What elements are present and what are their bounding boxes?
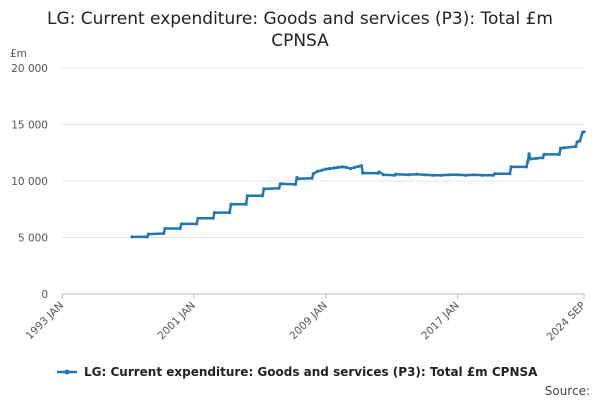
data-point[interactable] <box>439 173 443 177</box>
data-point[interactable] <box>359 164 364 168</box>
data-point[interactable] <box>472 173 476 177</box>
series-group <box>130 130 586 239</box>
data-point[interactable] <box>145 235 149 239</box>
chart-title-line-2: CPNSA <box>271 31 329 51</box>
data-point[interactable] <box>381 173 385 177</box>
data-point[interactable] <box>423 173 427 177</box>
data-point[interactable] <box>541 156 545 160</box>
data-point[interactable] <box>245 194 249 198</box>
x-axis-ticks: 1993 JAN 2001 JAN 2009 JAN 2017 JAN 2024 SEP <box>24 294 588 343</box>
data-point[interactable] <box>344 165 348 169</box>
data-point[interactable] <box>524 165 528 169</box>
data-point[interactable] <box>229 202 233 206</box>
data-point[interactable] <box>320 168 324 172</box>
chart-title-line-1: LG: Current expenditure: Goods and servi… <box>47 9 553 29</box>
data-point[interactable] <box>178 226 182 231</box>
data-point[interactable] <box>332 166 336 170</box>
y-axis-unit-label: £m <box>10 48 27 60</box>
data-point[interactable] <box>509 165 513 169</box>
data-point[interactable] <box>578 139 582 143</box>
data-point[interactable] <box>582 130 586 134</box>
data-point[interactable] <box>324 167 328 171</box>
data-point[interactable] <box>353 165 357 169</box>
legend-series-label: LG: Current expenditure: Goods and servi… <box>84 365 538 379</box>
data-point[interactable] <box>361 171 365 175</box>
data-point[interactable] <box>447 173 451 177</box>
data-point[interactable] <box>162 231 166 236</box>
data-point[interactable] <box>493 172 497 176</box>
data-point[interactable] <box>480 173 484 177</box>
data-point[interactable] <box>394 172 398 176</box>
x-tick-label: 2024 SEP <box>544 300 588 344</box>
data-point[interactable] <box>277 186 281 190</box>
data-point[interactable] <box>340 165 344 169</box>
legend-swatch-marker <box>64 369 70 375</box>
data-point[interactable] <box>357 164 361 168</box>
data-point[interactable] <box>311 172 315 176</box>
data-point[interactable] <box>163 226 167 231</box>
data-point[interactable] <box>262 187 266 191</box>
data-point[interactable] <box>195 222 199 226</box>
data-point[interactable] <box>574 144 578 149</box>
y-tick-label: 20 000 <box>11 63 48 75</box>
data-point[interactable] <box>528 157 533 161</box>
data-point[interactable] <box>179 222 184 226</box>
x-tick-label: 2017 JAN <box>419 300 461 342</box>
y-axis-ticks: 0 5 000 10 000 15 000 20 000 <box>11 63 48 301</box>
data-point[interactable] <box>196 216 200 220</box>
legend[interactable]: LG: Current expenditure: Goods and servi… <box>57 365 538 379</box>
data-point[interactable] <box>212 211 217 215</box>
data-point[interactable] <box>534 156 538 160</box>
y-tick-label: 15 000 <box>11 120 48 132</box>
data-point[interactable] <box>278 182 282 186</box>
data-point[interactable] <box>336 165 340 169</box>
data-point[interactable] <box>406 173 410 177</box>
y-tick-label: 0 <box>41 289 48 301</box>
data-point[interactable] <box>244 202 248 206</box>
data-point[interactable] <box>130 235 134 239</box>
data-point[interactable] <box>563 146 567 150</box>
data-point[interactable] <box>464 173 468 177</box>
data-point[interactable] <box>527 152 531 156</box>
data-point[interactable] <box>414 172 418 176</box>
data-point[interactable] <box>293 182 298 186</box>
data-point[interactable] <box>559 146 563 150</box>
data-point[interactable] <box>146 232 151 236</box>
data-point[interactable] <box>456 173 460 177</box>
data-point[interactable] <box>508 172 512 176</box>
data-point[interactable] <box>296 177 300 181</box>
data-point[interactable] <box>557 152 561 156</box>
data-point[interactable] <box>315 169 320 173</box>
data-point[interactable] <box>328 167 332 171</box>
data-point[interactable] <box>542 152 546 156</box>
series-line <box>132 130 585 239</box>
gridlines <box>62 67 584 238</box>
data-point[interactable] <box>211 216 215 220</box>
y-tick-label: 5 000 <box>18 233 48 245</box>
data-point[interactable] <box>348 167 353 171</box>
x-tick-label: 1993 JAN <box>24 300 66 342</box>
data-point[interactable] <box>228 211 232 215</box>
data-point[interactable] <box>431 173 435 177</box>
source-label: Source: <box>545 384 590 398</box>
y-tick-label: 10 000 <box>11 176 48 188</box>
data-point[interactable] <box>575 140 579 144</box>
x-tick-label: 2009 JAN <box>287 300 329 342</box>
data-point[interactable] <box>261 194 265 198</box>
data-point[interactable] <box>377 170 381 174</box>
data-point[interactable] <box>310 176 314 180</box>
x-tick-label: 2001 JAN <box>156 300 198 342</box>
data-point[interactable] <box>526 160 530 164</box>
